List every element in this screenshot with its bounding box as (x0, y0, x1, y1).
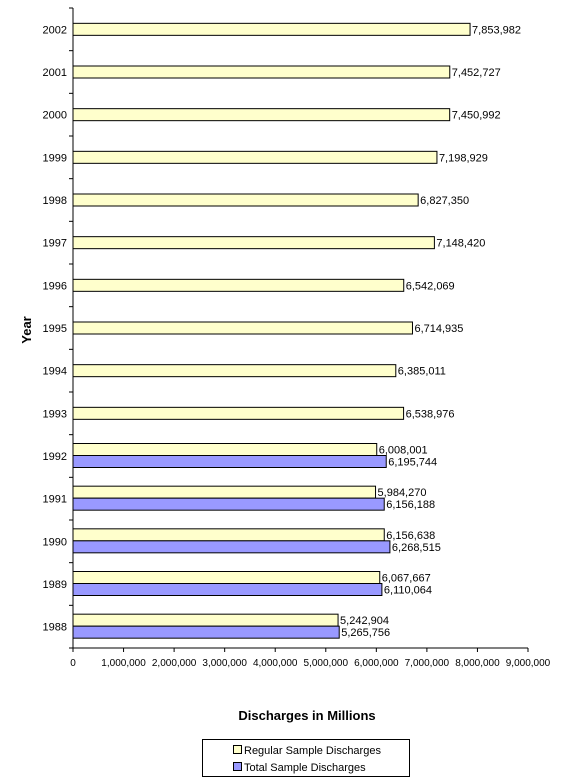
data-label-regular: 6,385,011 (398, 366, 446, 378)
y-tick-label: 1993 (43, 408, 67, 420)
y-tick-label: 1989 (43, 579, 67, 591)
y-tick-label: 2001 (43, 67, 67, 79)
data-label-regular: 6,067,667 (382, 573, 431, 585)
data-label-total: 6,156,188 (386, 499, 435, 511)
bar-regular (72, 443, 378, 456)
legend-item-regular: Regular Sample Discharges (233, 744, 381, 758)
x-tick-label: 4,000,000 (253, 658, 298, 669)
y-tick-label: 1991 (43, 494, 67, 506)
legend-item-total: Total Sample Discharges (233, 761, 366, 775)
data-label-regular: 6,156,638 (386, 530, 435, 542)
bar-regular (72, 528, 385, 542)
bar-regular (72, 571, 381, 584)
legend-label-total: Total Sample Discharges (244, 762, 366, 774)
data-label-regular: 7,148,420 (436, 238, 485, 250)
x-tick-label: 9,000,000 (506, 658, 551, 669)
bar-regular (72, 278, 405, 292)
bar-regular (72, 485, 377, 499)
data-label-regular: 7,198,929 (439, 152, 488, 164)
y-tick-label: 1996 (43, 280, 67, 292)
bar-regular (72, 613, 339, 627)
x-tick-label: 2,000,000 (152, 658, 197, 669)
y-tick-label: 1999 (43, 152, 67, 164)
legend: Regular Sample Discharges Total Sample D… (202, 739, 410, 777)
data-label-regular: 5,984,270 (378, 487, 427, 499)
y-tick-label: 2000 (43, 110, 67, 122)
x-tick-label: 1,000,000 (101, 658, 146, 669)
data-labels-group: 7,853,982 7,452,727 7,450,992 7,198,929 6,82… (340, 24, 521, 639)
x-tick-label: 8,000,000 (455, 658, 500, 669)
data-label-total: 6,195,744 (388, 457, 437, 469)
data-label-regular: 7,450,992 (452, 110, 501, 122)
y-axis-title: Year (19, 316, 34, 343)
data-label-regular: 6,542,069 (406, 280, 455, 292)
data-label-regular: 7,452,727 (452, 67, 501, 79)
x-tick-label: 0 (70, 658, 76, 669)
legend-swatch-total (233, 762, 242, 771)
bar-regular (72, 364, 397, 378)
y-tick-label: 1992 (43, 451, 67, 463)
y-tick-label: 1990 (43, 536, 67, 548)
data-label-regular: 5,242,904 (340, 615, 389, 627)
y-ticks-group: 2002 2001 2000 1999 1998 1997 1996 1995 1994 1993… (43, 7, 73, 649)
bar-regular (72, 236, 435, 250)
y-tick-label: 1994 (43, 366, 67, 378)
bar-regular (72, 108, 451, 122)
data-label-total: 6,110,064 (384, 585, 432, 597)
x-tick-label: 5,000,000 (304, 658, 349, 669)
bar-total (72, 583, 383, 596)
bar-total (72, 625, 340, 639)
bar-regular (72, 65, 451, 79)
data-label-regular: 7,853,982 (472, 24, 521, 36)
bar-total (72, 497, 385, 511)
x-tick-label: 6,000,000 (354, 658, 399, 669)
bar-regular (72, 22, 471, 36)
legend-label-regular: Regular Sample Discharges (244, 745, 381, 757)
y-tick-label: 1995 (43, 323, 67, 335)
y-tick-label: 1988 (43, 622, 67, 634)
data-label-regular: 6,538,976 (406, 408, 455, 420)
bar-regular (72, 150, 438, 164)
x-axis-title: Discharges in Millions (238, 708, 375, 723)
y-tick-label: 1997 (43, 238, 67, 250)
bar-total (72, 455, 387, 468)
x-tick-label: 3,000,000 (202, 658, 247, 669)
bar-regular (72, 406, 405, 420)
data-label-regular: 6,008,001 (379, 445, 428, 457)
y-tick-label: 2002 (43, 24, 67, 36)
bar-regular (72, 321, 413, 335)
x-ticks-group: 0 1,000,000 2,000,000 3,000,000 4,000,000 5,0… (70, 648, 551, 669)
data-label-regular: 6,714,935 (414, 323, 463, 335)
data-label-total: 5,265,756 (341, 627, 390, 639)
data-label-total: 6,268,515 (392, 542, 441, 554)
bar-regular (72, 193, 419, 207)
x-tick-label: 7,000,000 (405, 658, 450, 669)
bar-total (72, 540, 391, 554)
data-label-regular: 6,827,350 (420, 195, 469, 207)
y-tick-label: 1998 (43, 195, 67, 207)
legend-swatch-regular (233, 745, 242, 754)
